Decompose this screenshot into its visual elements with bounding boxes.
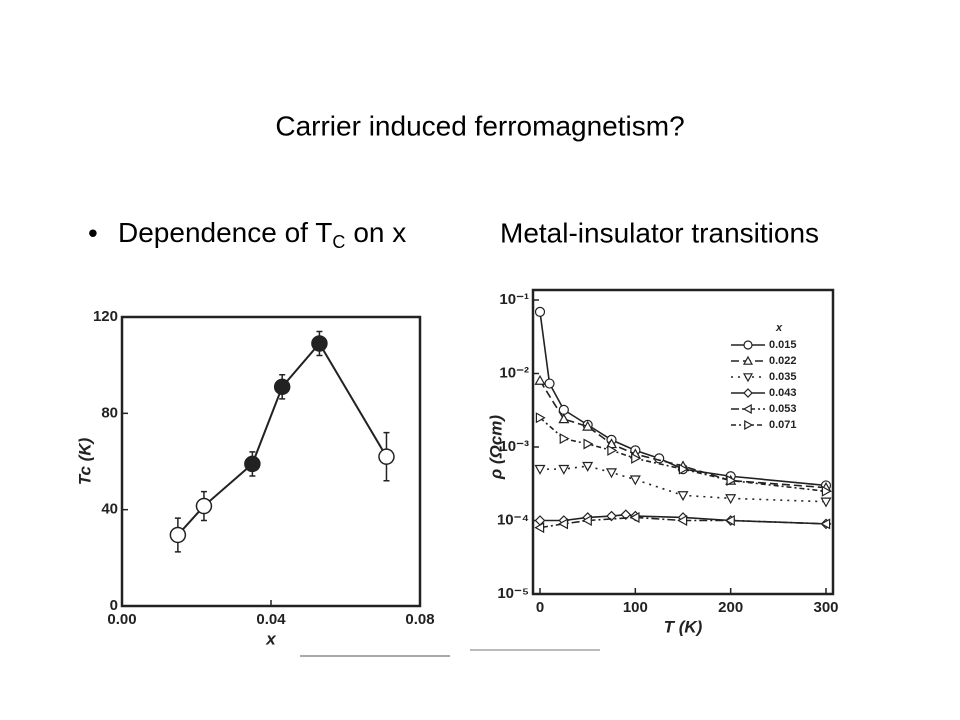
- data-point: [581, 514, 592, 527]
- data-point: [677, 514, 688, 527]
- series-line: [540, 465, 827, 503]
- data-point: [582, 420, 594, 431]
- plot-frame: [531, 288, 835, 596]
- y-axis-label: Tc (K): [75, 437, 94, 485]
- x-tick-label: 0: [536, 599, 544, 616]
- legend-label: 0.015: [769, 339, 797, 351]
- bullet-suffix: on x: [353, 217, 406, 248]
- y-tick-label: 10⁻⁵: [497, 585, 529, 602]
- data-point: [195, 497, 213, 515]
- y-tick-label: 80: [101, 404, 118, 421]
- y-tick-label: 10⁻⁴: [497, 511, 529, 528]
- x-tick-label: 0.00: [107, 611, 136, 628]
- data-point: [629, 511, 640, 523]
- data-point: [820, 518, 831, 530]
- legend-marker: [743, 340, 753, 350]
- data-point: [820, 497, 832, 508]
- data-point: [558, 413, 570, 424]
- data-point: [620, 509, 632, 521]
- slide-title: Carrier induced ferromagnetism?: [275, 110, 684, 141]
- x-tick-label: 100: [623, 599, 648, 616]
- y-tick-label: 10⁻²: [499, 364, 529, 381]
- data-point: [169, 526, 187, 544]
- data-point: [654, 453, 665, 464]
- x-tick-label: 0.08: [405, 611, 434, 628]
- x-tick-label: 300: [813, 599, 838, 616]
- y-tick-label: 120: [93, 308, 118, 325]
- x-axis-label: T (K): [664, 617, 703, 636]
- data-point: [605, 468, 618, 479]
- legend-marker: [742, 403, 752, 415]
- data-point: [558, 518, 569, 530]
- y-tick-label: 10⁻¹: [499, 291, 529, 308]
- data-point: [544, 378, 555, 389]
- data-point: [678, 463, 689, 475]
- data-point: [378, 448, 395, 465]
- x-tick-label: 200: [718, 599, 743, 616]
- plot-frame: [120, 315, 422, 608]
- data-point: [724, 514, 735, 527]
- data-point: [582, 461, 594, 472]
- data-point: [244, 455, 261, 473]
- legend-marker: [744, 419, 754, 431]
- data-point: [821, 485, 832, 497]
- data-point: [677, 491, 689, 502]
- bullet-main: Dependence of T: [118, 217, 332, 248]
- legend-marker: [742, 373, 754, 383]
- y-axis-label: ρ (Ωcm): [486, 415, 505, 481]
- bullet-marker: •: [88, 217, 98, 248]
- legend-label: 0.071: [769, 419, 797, 431]
- data-point: [535, 412, 546, 424]
- legend-title: x: [775, 322, 783, 334]
- legend-label: 0.035: [769, 371, 797, 383]
- data-point: [311, 335, 328, 352]
- data-point: [534, 522, 545, 534]
- legend-marker: [742, 355, 754, 365]
- y-tick-label: 10⁻³: [499, 438, 529, 455]
- data-point: [558, 464, 570, 475]
- data-point: [606, 510, 617, 522]
- data-point: [725, 494, 737, 505]
- legend-label: 0.053: [769, 403, 797, 415]
- x-axis-label: x: [265, 629, 277, 648]
- data-point: [273, 378, 291, 396]
- data-point: [631, 452, 642, 464]
- data-point: [559, 433, 570, 445]
- data-point: [583, 438, 594, 450]
- slide-heading: Metal-insulator transitions: [500, 217, 819, 248]
- bullet-subscript: C: [332, 232, 345, 252]
- y-tick-label: 40: [101, 501, 118, 518]
- legend-label: 0.043: [769, 387, 797, 399]
- data-point: [629, 475, 641, 486]
- legend-label: 0.022: [769, 355, 797, 367]
- data-point: [534, 374, 546, 385]
- data-point: [534, 306, 546, 317]
- data-point: [607, 444, 618, 456]
- data-point: [726, 474, 737, 487]
- y-tick-label: 0: [110, 597, 118, 614]
- bullet-text: Dependence of TC on x: [118, 217, 406, 251]
- data-point: [534, 464, 546, 475]
- x-tick-label: 0.04: [256, 611, 286, 628]
- legend-marker: [743, 388, 753, 398]
